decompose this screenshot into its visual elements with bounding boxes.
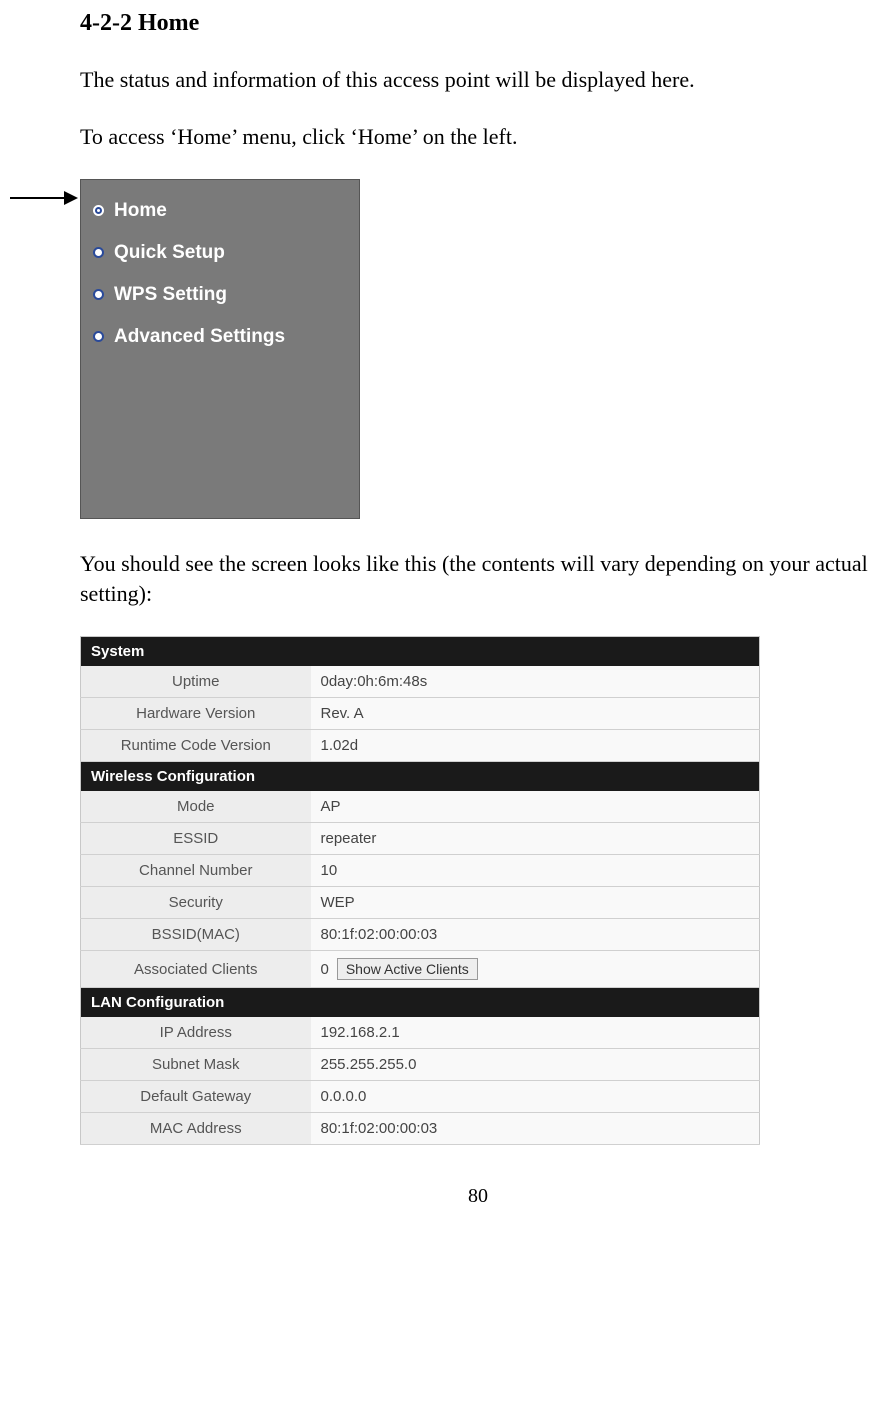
row-value: 80:1f:02:00:00:03 bbox=[311, 1113, 760, 1145]
row-label: BSSID(MAC) bbox=[81, 919, 311, 951]
bullet-icon bbox=[93, 331, 104, 342]
row-value: AP bbox=[311, 791, 760, 823]
menu-item-label: Home bbox=[114, 200, 167, 222]
intro-paragraph-3: You should see the screen looks like thi… bbox=[80, 549, 876, 611]
table-section-title: Wireless Configuration bbox=[81, 762, 760, 792]
intro-paragraph-2: To access ‘Home’ menu, click ‘Home’ on t… bbox=[80, 122, 876, 153]
menu-item-advanced-settings[interactable]: Advanced Settings bbox=[93, 316, 347, 358]
table-section-header: Wireless Configuration bbox=[81, 762, 760, 792]
sidebar-menu: Home Quick Setup WPS Setting Advanced Se… bbox=[80, 179, 360, 519]
section-heading: 4-2-2 Home bbox=[80, 10, 876, 37]
bullet-icon bbox=[93, 289, 104, 300]
row-value: 192.168.2.1 bbox=[311, 1017, 760, 1049]
table-row: ModeAP bbox=[81, 791, 760, 823]
table-row: ESSIDrepeater bbox=[81, 823, 760, 855]
menu-item-label: WPS Setting bbox=[114, 284, 227, 306]
row-value: 255.255.255.0 bbox=[311, 1049, 760, 1081]
menu-item-quick-setup[interactable]: Quick Setup bbox=[93, 232, 347, 274]
bullet-icon bbox=[93, 205, 104, 216]
table-row: MAC Address80:1f:02:00:00:03 bbox=[81, 1113, 760, 1145]
table-row: Default Gateway0.0.0.0 bbox=[81, 1081, 760, 1113]
menu-item-wps-setting[interactable]: WPS Setting bbox=[93, 274, 347, 316]
row-label: IP Address bbox=[81, 1017, 311, 1049]
table-section-header: System bbox=[81, 637, 760, 667]
row-value: Rev. A bbox=[311, 698, 760, 730]
menu-item-label: Advanced Settings bbox=[114, 326, 285, 348]
row-value: repeater bbox=[311, 823, 760, 855]
row-label: Hardware Version bbox=[81, 698, 311, 730]
row-label: Security bbox=[81, 887, 311, 919]
row-label: Subnet Mask bbox=[81, 1049, 311, 1081]
row-label: Runtime Code Version bbox=[81, 730, 311, 762]
bullet-icon bbox=[93, 247, 104, 258]
table-row: SecurityWEP bbox=[81, 887, 760, 919]
row-label: Default Gateway bbox=[81, 1081, 311, 1113]
intro-paragraph-1: The status and information of this acces… bbox=[80, 65, 876, 96]
table-row: Runtime Code Version1.02d bbox=[81, 730, 760, 762]
row-value: 0day:0h:6m:48s bbox=[311, 666, 760, 698]
table-row: Associated Clients0Show Active Clients bbox=[81, 951, 760, 988]
row-label: Mode bbox=[81, 791, 311, 823]
row-value: 1.02d bbox=[311, 730, 760, 762]
page-number: 80 bbox=[80, 1185, 876, 1208]
row-value: 10 bbox=[311, 855, 760, 887]
menu-item-home[interactable]: Home bbox=[93, 190, 347, 232]
row-label: Channel Number bbox=[81, 855, 311, 887]
row-value: 80:1f:02:00:00:03 bbox=[311, 919, 760, 951]
row-label: Associated Clients bbox=[81, 951, 311, 988]
row-label: Uptime bbox=[81, 666, 311, 698]
status-table: SystemUptime0day:0h:6m:48sHardware Versi… bbox=[80, 636, 760, 1145]
row-value: 0.0.0.0 bbox=[311, 1081, 760, 1113]
menu-item-label: Quick Setup bbox=[114, 242, 225, 264]
table-section-header: LAN Configuration bbox=[81, 988, 760, 1018]
row-label: ESSID bbox=[81, 823, 311, 855]
show-active-clients-button[interactable]: Show Active Clients bbox=[337, 958, 478, 980]
pointer-arrow bbox=[10, 197, 76, 199]
row-label: MAC Address bbox=[81, 1113, 311, 1145]
table-section-title: System bbox=[81, 637, 760, 667]
sidebar-menu-screenshot: Home Quick Setup WPS Setting Advanced Se… bbox=[80, 179, 876, 519]
table-row: BSSID(MAC)80:1f:02:00:00:03 bbox=[81, 919, 760, 951]
row-value: WEP bbox=[311, 887, 760, 919]
table-row: Channel Number10 bbox=[81, 855, 760, 887]
table-row: Subnet Mask255.255.255.0 bbox=[81, 1049, 760, 1081]
row-value: 0Show Active Clients bbox=[311, 951, 760, 988]
table-row: Hardware VersionRev. A bbox=[81, 698, 760, 730]
table-row: IP Address192.168.2.1 bbox=[81, 1017, 760, 1049]
table-section-title: LAN Configuration bbox=[81, 988, 760, 1018]
table-row: Uptime0day:0h:6m:48s bbox=[81, 666, 760, 698]
